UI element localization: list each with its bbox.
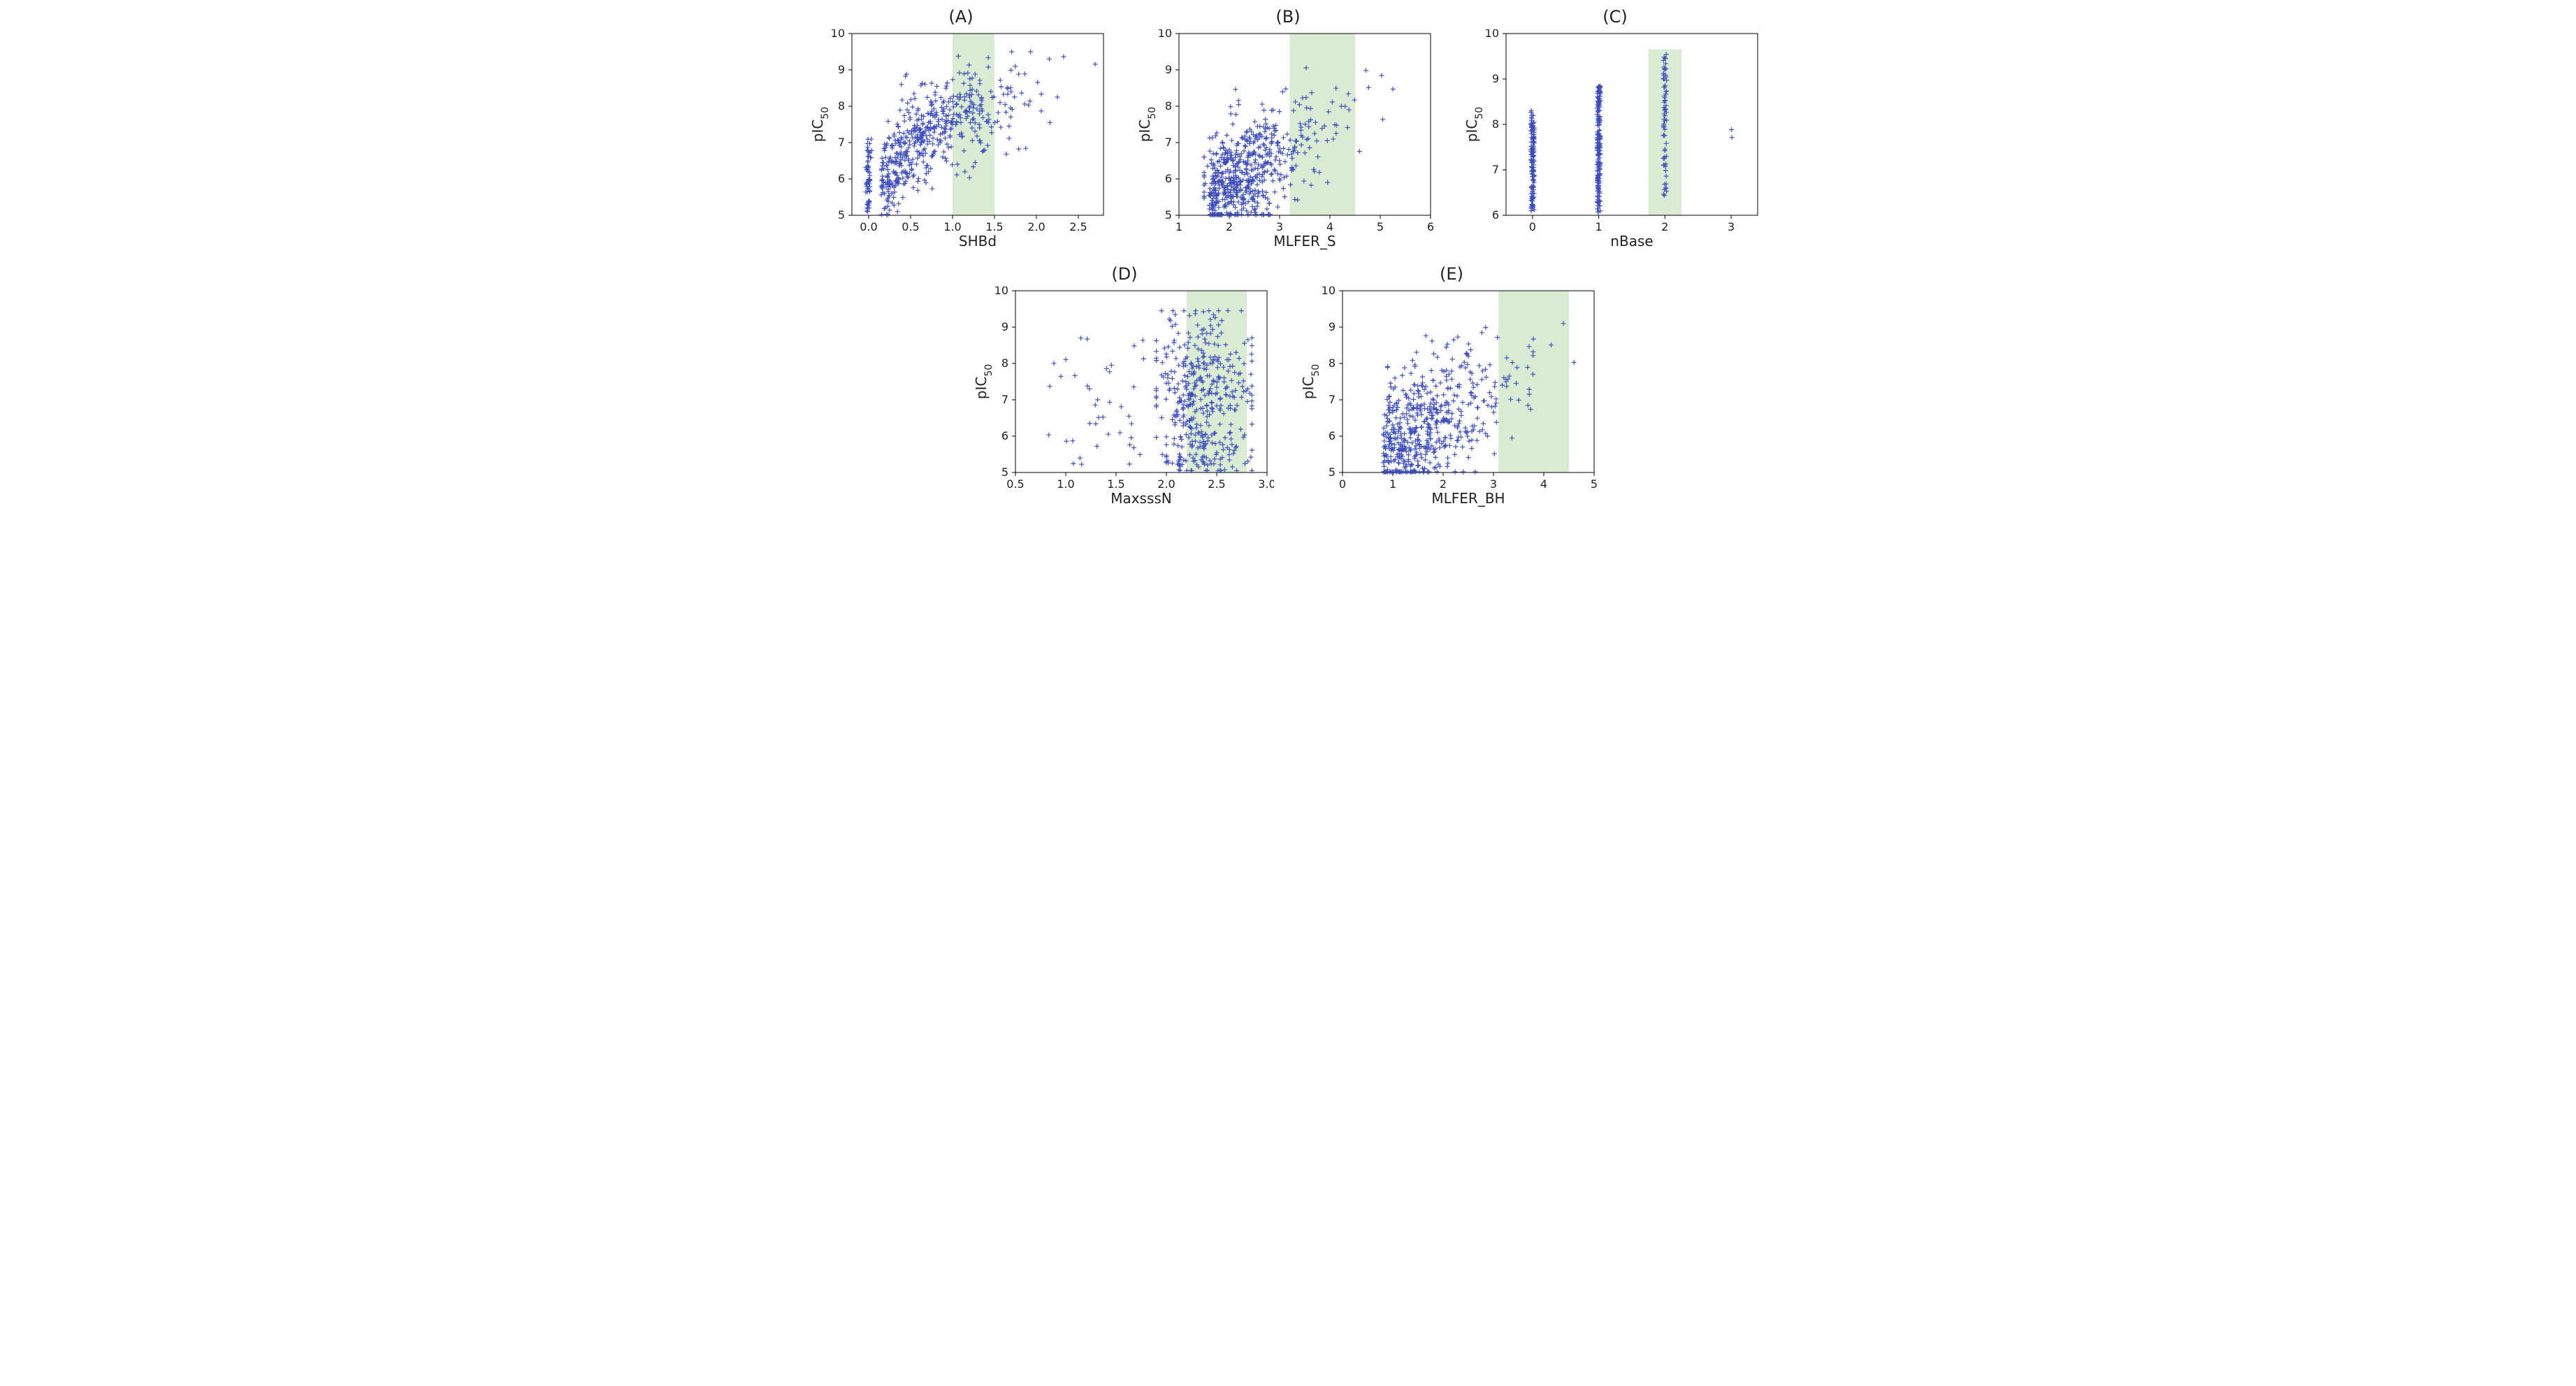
svg-text:pIC50: pIC50 <box>1138 107 1158 142</box>
svg-text:nBase: nBase <box>1610 233 1653 250</box>
svg-text:MLFER_BH: MLFER_BH <box>1431 490 1505 507</box>
svg-text:0.5: 0.5 <box>902 220 919 233</box>
svg-text:7: 7 <box>838 136 845 149</box>
svg-text:6: 6 <box>1001 429 1008 442</box>
svg-text:9: 9 <box>1492 72 1499 85</box>
svg-text:pIC50: pIC50 <box>1302 364 1322 399</box>
svg-text:2.0: 2.0 <box>1157 477 1175 491</box>
svg-text:SHBd: SHBd <box>959 233 997 250</box>
svg-text:1.0: 1.0 <box>943 220 961 233</box>
panel-C-title: (C) <box>1466 7 1765 27</box>
panel-B: (B) 1 2 3 4 5 6 MLFER_S 5 6 7 8 9 10 pIC50 <box>1138 7 1438 250</box>
svg-text:pIC50: pIC50 <box>811 107 831 142</box>
svg-text:8: 8 <box>838 99 845 113</box>
svg-text:2.5: 2.5 <box>1208 477 1225 491</box>
svg-text:5: 5 <box>838 208 845 222</box>
svg-text:9: 9 <box>838 63 845 76</box>
svg-text:0.0: 0.0 <box>860 220 877 233</box>
panel-D: (D) 0.5 1.0 1.5 2.0 2.5 3.0 MaxsssN 5 6 7 8 9 10 pIC5… <box>975 264 1274 507</box>
svg-text:0: 0 <box>1529 220 1536 233</box>
svg-text:1: 1 <box>1175 220 1182 233</box>
svg-text:7: 7 <box>1492 163 1499 176</box>
panel-A-title: (A) <box>811 7 1110 27</box>
svg-text:9: 9 <box>1001 320 1008 333</box>
panel-A-chart: 0.0 0.5 1.0 1.5 2.0 2.5 SHBd 5 6 7 8 9 10 pIC50 <box>811 29 1110 250</box>
panel-B-chart: 1 2 3 4 5 6 MLFER_S 5 6 7 8 9 10 pIC50 <box>1138 29 1438 250</box>
row-2: (D) 0.51.01.52.02.53.0MaxsssN5678910pIC5… <box>841 264 1735 507</box>
panel-C-chart: 0 1 2 3 nBase 6 7 8 9 10 pIC50 <box>1466 29 1765 250</box>
svg-text:8: 8 <box>1165 99 1172 113</box>
svg-text:6: 6 <box>838 172 845 185</box>
svg-text:5: 5 <box>1377 220 1384 233</box>
svg-text:1: 1 <box>1389 477 1396 491</box>
panel-D-chart: 0.5 1.0 1.5 2.0 2.5 3.0 MaxsssN 5 6 7 8 9 10 pIC50 <box>975 287 1274 507</box>
svg-text:10: 10 <box>994 287 1008 297</box>
svg-text:7: 7 <box>1165 136 1172 149</box>
svg-text:3.0: 3.0 <box>1258 477 1274 491</box>
svg-text:6: 6 <box>1492 208 1499 222</box>
svg-text:1: 1 <box>1595 220 1602 233</box>
svg-text:MaxsssN: MaxsssN <box>1110 490 1172 507</box>
svg-text:7: 7 <box>1001 393 1008 406</box>
svg-text:5: 5 <box>1591 477 1598 491</box>
svg-text:4: 4 <box>1540 477 1547 491</box>
svg-text:2.5: 2.5 <box>1069 220 1087 233</box>
panel-E-chart: 0 1 2 3 4 5 MLFER_BH 5 6 7 8 9 10 pIC50 <box>1302 287 1601 507</box>
panel-E-title: (E) <box>1302 264 1601 284</box>
svg-text:5: 5 <box>1001 465 1008 479</box>
svg-text:1.5: 1.5 <box>1107 477 1124 491</box>
figure-container: (A) 0.00.51.01.52.02.5SHBd5678910pIC50 (… <box>841 7 1735 507</box>
svg-text:3: 3 <box>1276 220 1283 233</box>
panel-A: (A) 0.0 0.5 1.0 1.5 2.0 2.5 SHBd 5 6 7 8 9 10 pIC50 <box>811 7 1110 250</box>
svg-text:0: 0 <box>1339 477 1346 491</box>
svg-text:10: 10 <box>1485 29 1499 40</box>
svg-text:9: 9 <box>1329 320 1336 333</box>
svg-text:0.5: 0.5 <box>1006 477 1024 491</box>
svg-text:MLFER_S: MLFER_S <box>1273 233 1336 250</box>
svg-text:5: 5 <box>1165 208 1172 222</box>
svg-text:6: 6 <box>1427 220 1434 233</box>
panel-C: (C) 0 1 2 3 nBase 6 7 8 9 10 pIC50 <box>1466 7 1765 250</box>
svg-text:8: 8 <box>1001 356 1008 370</box>
panel-B-title: (B) <box>1138 7 1438 27</box>
svg-text:10: 10 <box>1322 287 1336 297</box>
svg-text:6: 6 <box>1165 172 1172 185</box>
svg-text:10: 10 <box>831 29 845 40</box>
row-1: (A) 0.00.51.01.52.02.5SHBd5678910pIC50 (… <box>841 7 1735 250</box>
svg-text:8: 8 <box>1329 356 1336 370</box>
svg-text:5: 5 <box>1329 465 1336 479</box>
svg-text:1.0: 1.0 <box>1057 477 1074 491</box>
panel-E: (E) 0 1 2 3 4 5 MLFER_BH 5 6 7 8 9 10 pIC50 <box>1302 264 1601 507</box>
svg-text:2: 2 <box>1226 220 1233 233</box>
svg-text:6: 6 <box>1329 429 1336 442</box>
svg-text:9: 9 <box>1165 63 1172 76</box>
svg-text:10: 10 <box>1158 29 1172 40</box>
svg-text:1.5: 1.5 <box>985 220 1003 233</box>
svg-text:4: 4 <box>1326 220 1333 233</box>
svg-text:2: 2 <box>1440 477 1447 491</box>
svg-text:2: 2 <box>1661 220 1668 233</box>
svg-text:3: 3 <box>1490 477 1497 491</box>
svg-text:pIC50: pIC50 <box>975 364 994 399</box>
panel-D-title: (D) <box>975 264 1274 284</box>
svg-text:3: 3 <box>1728 220 1735 233</box>
svg-text:2.0: 2.0 <box>1027 220 1045 233</box>
svg-text:pIC50: pIC50 <box>1466 107 1485 142</box>
svg-text:8: 8 <box>1492 117 1499 131</box>
svg-text:7: 7 <box>1329 393 1336 406</box>
